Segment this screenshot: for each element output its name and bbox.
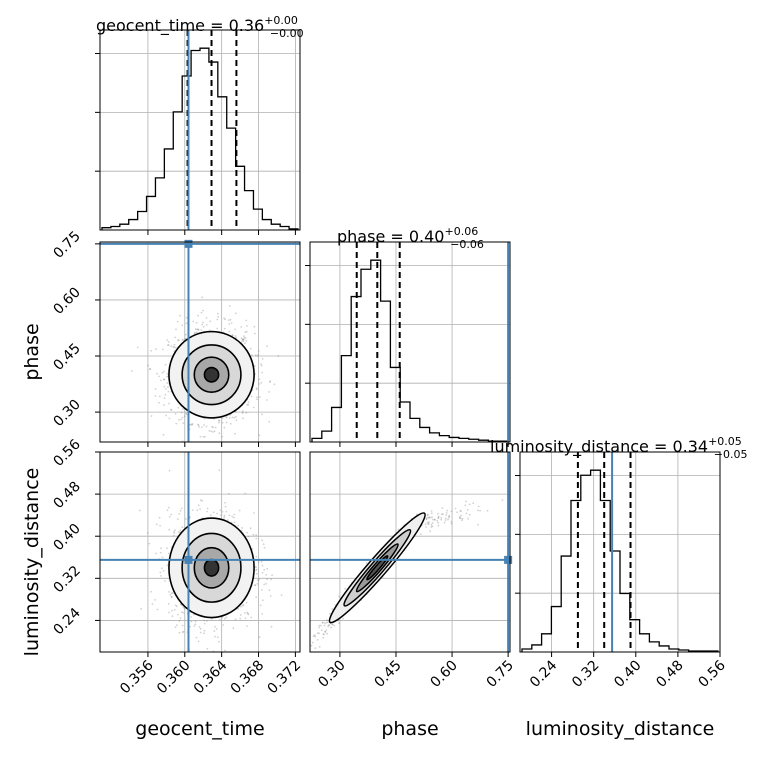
histogram-geocent_time [101, 47, 299, 230]
panel-frame [309, 451, 511, 653]
panel-luminosity_distance-luminosity_distance [515, 451, 721, 657]
xtick-label-phase: 0.45 [371, 658, 404, 691]
xlabel-geocent-time: geocent_time [135, 718, 264, 740]
xtick-label-luminosity_distance: 0.40 [611, 658, 644, 691]
ylabel-luminosity-distance: luminosity_distance [21, 468, 43, 657]
xtick-label-geocent_time: 0.364 [191, 657, 231, 697]
contour [203, 366, 220, 383]
panel-frame [519, 451, 721, 653]
ytick-label-phase: 0.30 [50, 397, 83, 430]
xtick-label-geocent_time: 0.372 [265, 658, 305, 698]
panel-luminosity_distance-phase [309, 451, 513, 657]
xlabel-phase: phase [381, 718, 438, 740]
xtick-label-luminosity_distance: 0.48 [653, 658, 686, 691]
xtick-label-phase: 0.30 [315, 658, 348, 691]
ytick-label-luminosity_distance: 0.24 [50, 605, 83, 638]
ytick-label-phase: 0.75 [50, 228, 83, 261]
contour [203, 558, 220, 577]
xtick-label-luminosity_distance: 0.32 [569, 658, 602, 691]
xtick-label-geocent_time: 0.356 [117, 657, 157, 697]
panel-phase-phase [305, 241, 511, 447]
ytick-label-phase: 0.45 [50, 341, 83, 374]
xtick-label-phase: 0.75 [484, 658, 517, 691]
truth-marker [184, 239, 193, 248]
xtick-label-phase: 0.60 [428, 658, 461, 691]
ytick-label-phase: 0.60 [50, 284, 83, 317]
xlabel-luminosity-distance: luminosity_distance [526, 718, 715, 740]
histogram-phase [311, 259, 509, 442]
truth-marker [184, 555, 193, 564]
xtick-label-luminosity_distance: 0.56 [695, 657, 728, 690]
title-phase: phase = 0.40+0.06 −0.06 [337, 225, 484, 251]
title-luminosity-distance: luminosity_distance = 0.34+0.05 −0.05 [490, 435, 748, 461]
contour [366, 555, 389, 581]
ytick-label-luminosity_distance: 0.48 [50, 479, 83, 512]
panel-frame [99, 29, 301, 231]
ytick-label-luminosity_distance: 0.32 [50, 563, 83, 596]
xtick-label-luminosity_distance: 0.24 [527, 657, 560, 690]
ylabel-phase: phase [21, 323, 43, 380]
truth-marker [504, 555, 513, 564]
ytick-label-luminosity_distance: 0.40 [50, 521, 83, 554]
panel-luminosity_distance-geocent_time [95, 451, 301, 657]
xtick-label-geocent_time: 0.368 [228, 658, 268, 698]
panel-frame [99, 241, 301, 443]
panel-frame [309, 241, 511, 443]
panel-phase-geocent_time [95, 239, 301, 447]
title-geocent-time: geocent_time = 0.36+0.00 −0.00 [96, 14, 304, 40]
xtick-label-geocent_time: 0.360 [154, 658, 194, 698]
panel-geocent_time-geocent_time [95, 29, 301, 235]
histogram-luminosity_distance [521, 469, 719, 652]
ytick-label-luminosity_distance: 0.56 [50, 436, 83, 469]
panel-frame [99, 451, 301, 653]
